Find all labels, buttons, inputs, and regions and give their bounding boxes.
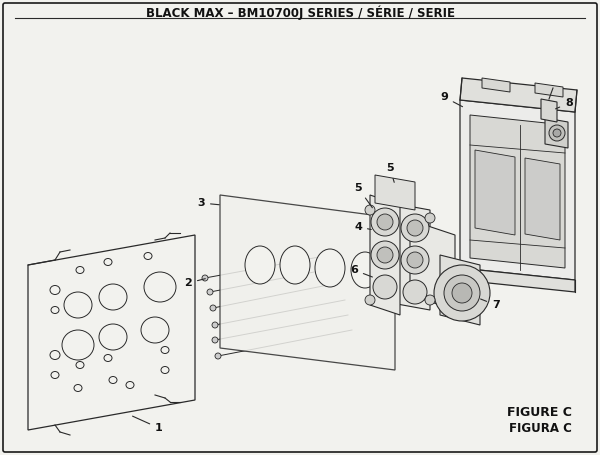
Text: 1: 1 <box>133 416 163 433</box>
Ellipse shape <box>104 354 112 362</box>
Text: FIGURE C: FIGURE C <box>507 405 572 419</box>
Ellipse shape <box>280 246 310 284</box>
Ellipse shape <box>50 285 60 294</box>
Ellipse shape <box>141 317 169 343</box>
Circle shape <box>210 305 216 311</box>
Ellipse shape <box>64 292 92 318</box>
Ellipse shape <box>50 350 60 359</box>
Circle shape <box>401 246 429 274</box>
Polygon shape <box>460 78 577 112</box>
Polygon shape <box>410 220 455 310</box>
Ellipse shape <box>144 253 152 259</box>
Ellipse shape <box>144 272 176 302</box>
Ellipse shape <box>109 376 117 384</box>
Circle shape <box>373 275 397 299</box>
Ellipse shape <box>74 384 82 391</box>
Ellipse shape <box>51 371 59 379</box>
Circle shape <box>371 208 399 236</box>
Ellipse shape <box>76 267 84 273</box>
Polygon shape <box>220 195 395 370</box>
Ellipse shape <box>161 366 169 374</box>
Circle shape <box>202 275 208 281</box>
Ellipse shape <box>126 381 134 389</box>
Circle shape <box>215 353 221 359</box>
Text: 4: 4 <box>354 222 371 232</box>
Text: 8: 8 <box>556 98 573 109</box>
Ellipse shape <box>315 249 345 287</box>
Ellipse shape <box>76 362 84 369</box>
Circle shape <box>212 337 218 343</box>
Text: 5: 5 <box>386 163 394 182</box>
Circle shape <box>212 322 218 328</box>
Polygon shape <box>535 83 563 97</box>
Polygon shape <box>482 78 510 92</box>
Text: 7: 7 <box>481 299 500 310</box>
Circle shape <box>425 295 435 305</box>
Circle shape <box>434 265 490 321</box>
Ellipse shape <box>161 347 169 354</box>
Ellipse shape <box>99 324 127 350</box>
Circle shape <box>553 129 561 137</box>
Ellipse shape <box>245 246 275 284</box>
Circle shape <box>365 205 375 215</box>
Polygon shape <box>440 255 480 325</box>
Text: 9: 9 <box>440 92 463 107</box>
Circle shape <box>401 214 429 242</box>
Polygon shape <box>375 200 430 310</box>
Text: FIGURA C: FIGURA C <box>509 421 572 435</box>
Circle shape <box>365 295 375 305</box>
FancyBboxPatch shape <box>3 3 597 452</box>
Ellipse shape <box>51 307 59 313</box>
Text: 2: 2 <box>184 278 205 288</box>
Ellipse shape <box>104 258 112 266</box>
Circle shape <box>371 241 399 269</box>
Circle shape <box>377 214 393 230</box>
Polygon shape <box>525 158 560 240</box>
Circle shape <box>452 283 472 303</box>
Text: 5: 5 <box>355 183 373 208</box>
Polygon shape <box>28 235 195 430</box>
Circle shape <box>549 125 565 141</box>
Circle shape <box>207 289 213 295</box>
Circle shape <box>407 220 423 236</box>
Circle shape <box>425 213 435 223</box>
Polygon shape <box>460 268 575 292</box>
Text: 6: 6 <box>350 265 373 277</box>
Polygon shape <box>470 115 565 268</box>
Circle shape <box>407 252 423 268</box>
Circle shape <box>444 275 480 311</box>
Polygon shape <box>475 150 515 235</box>
Polygon shape <box>370 195 400 315</box>
Ellipse shape <box>62 330 94 360</box>
Polygon shape <box>545 118 568 148</box>
Text: BLACK MAX – BM10700J SERIES / SÉRIE / SERIE: BLACK MAX – BM10700J SERIES / SÉRIE / SE… <box>146 6 455 20</box>
Ellipse shape <box>99 284 127 310</box>
Polygon shape <box>460 100 575 280</box>
Circle shape <box>403 280 427 304</box>
Polygon shape <box>541 99 557 122</box>
Text: 3: 3 <box>197 198 219 208</box>
Polygon shape <box>375 175 415 210</box>
Circle shape <box>377 247 393 263</box>
Ellipse shape <box>351 252 379 288</box>
